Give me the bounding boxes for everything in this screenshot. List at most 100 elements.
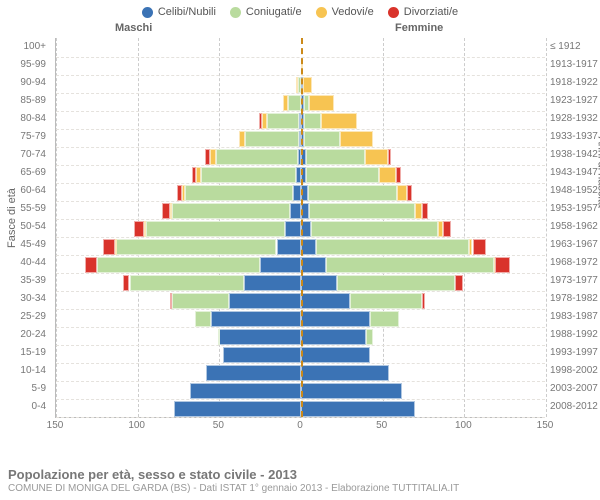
header-male: Maschi <box>115 22 152 34</box>
bar-segment-female <box>350 293 422 309</box>
age-label: 100+ <box>0 38 50 56</box>
bar-segment-female <box>326 257 494 273</box>
bar-segment-male <box>172 293 229 309</box>
legend: Celibi/Nubili Coniugati/e Vedovi/e Divorzia… <box>0 4 600 22</box>
bar-segment-male <box>245 131 299 147</box>
bar-segment-female <box>379 167 395 183</box>
bar-segment-male <box>223 347 301 363</box>
legend-swatch <box>316 7 327 18</box>
bar-segment-female <box>301 347 370 363</box>
bar-segment-male <box>146 221 285 237</box>
bar-segment-female <box>304 131 340 147</box>
bar-segment-male <box>182 185 185 201</box>
bar-segment-male <box>192 167 197 183</box>
birth-year-label: 2008-2012 <box>548 398 600 416</box>
legend-label: Divorziati/e <box>404 6 458 18</box>
bar-segment-female <box>306 149 365 165</box>
birth-year-label: 1973-1977 <box>548 272 600 290</box>
y-axis-birth-labels: ≤ 19121913-19171918-19221923-19271928-19… <box>548 38 600 416</box>
bar-segment-male <box>285 221 301 237</box>
bar-segment-female <box>396 167 401 183</box>
bar-segment-male <box>288 95 301 111</box>
age-label: 40-44 <box>0 254 50 272</box>
legend-item: Divorziati/e <box>388 6 458 18</box>
bar-segment-female <box>422 293 425 309</box>
bar-segment-male <box>103 239 114 255</box>
bar-segment-female <box>422 203 429 219</box>
birth-year-label: 2003-2007 <box>548 380 600 398</box>
y-axis-age-labels: 100+95-9990-9485-8980-8475-7970-7465-696… <box>0 38 50 416</box>
bar-segment-male <box>130 275 244 291</box>
bar-segment-female <box>309 203 415 219</box>
birth-year-label: 1993-1997 <box>548 344 600 362</box>
age-label: 35-39 <box>0 272 50 290</box>
age-label: 15-19 <box>0 344 50 362</box>
birth-year-label: 1968-1972 <box>548 254 600 272</box>
age-label: 20-24 <box>0 326 50 344</box>
bar-segment-male <box>296 77 298 93</box>
x-tick-label: 150 <box>47 420 64 431</box>
bar-segment-female <box>407 185 412 201</box>
birth-year-label: 1963-1967 <box>548 236 600 254</box>
chart-title: Popolazione per età, sesso e stato civil… <box>8 467 592 482</box>
bar-segment-male <box>259 113 262 129</box>
age-label: 50-54 <box>0 218 50 236</box>
chart-footer: Popolazione per età, sesso e stato civil… <box>8 467 592 494</box>
legend-label: Coniugati/e <box>246 6 302 18</box>
age-label: 0-4 <box>0 398 50 416</box>
bar-segment-female <box>365 149 388 165</box>
population-pyramid-chart: Celibi/Nubili Coniugati/e Vedovi/e Divorzia… <box>0 4 600 438</box>
bar-segment-female <box>388 149 391 165</box>
bar-segment-male <box>219 329 301 345</box>
bar-segment-male <box>134 221 144 237</box>
bar-segment-male <box>267 113 300 129</box>
birth-year-label: 1933-1937 <box>548 128 600 146</box>
birth-year-label: 1918-1922 <box>548 74 600 92</box>
bar-segment-female <box>301 401 415 417</box>
birth-year-label: 1983-1987 <box>548 308 600 326</box>
age-label: 25-29 <box>0 308 50 326</box>
legend-label: Vedovi/e <box>332 6 374 18</box>
bar-segment-female <box>311 221 438 237</box>
bar-segment-male <box>116 239 276 255</box>
bar-segment-female <box>309 95 334 111</box>
birth-year-label: 1948-1952 <box>548 182 600 200</box>
x-tick-label: 50 <box>213 420 224 431</box>
bar-segment-male <box>216 149 298 165</box>
bar-segment-female <box>397 185 407 201</box>
header-female: Femmine <box>395 22 443 34</box>
bar-segment-female <box>301 293 350 309</box>
bar-segment-female <box>455 275 463 291</box>
bar-segment-female <box>301 275 337 291</box>
bar-segment-male <box>293 185 301 201</box>
legend-label: Celibi/Nubili <box>158 6 216 18</box>
plot: Fasce di età Anni di nascita 100+95-9990… <box>0 38 600 438</box>
legend-item: Coniugati/e <box>230 6 302 18</box>
bar-segment-male <box>239 131 246 147</box>
bar-segment-male <box>144 221 146 237</box>
birth-year-label: 1928-1932 <box>548 110 600 128</box>
bar-segment-female <box>473 239 486 255</box>
age-label: 60-64 <box>0 182 50 200</box>
birth-year-label: 1998-2002 <box>548 362 600 380</box>
bar-segment-female <box>308 185 398 201</box>
bar-segment-female <box>301 311 370 327</box>
age-label: 95-99 <box>0 56 50 74</box>
bar-segment-female <box>301 383 402 399</box>
birth-year-label: 1923-1927 <box>548 92 600 110</box>
bar-segment-female <box>304 113 320 129</box>
bar-segment-female <box>366 329 373 345</box>
bar-segment-male <box>211 311 301 327</box>
bar-segment-male <box>218 329 220 345</box>
bar-segment-male <box>205 149 210 165</box>
bar-segment-male <box>283 95 288 111</box>
bar-segment-female <box>316 239 470 255</box>
chart-subtitle: COMUNE DI MONIGA DEL GARDA (BS) - Dati I… <box>8 483 592 494</box>
bar-segment-male <box>97 257 260 273</box>
age-label: 10-14 <box>0 362 50 380</box>
age-label: 45-49 <box>0 236 50 254</box>
bar-segment-male <box>170 203 172 219</box>
birth-year-label: 1953-1957 <box>548 200 600 218</box>
birth-year-label: ≤ 1912 <box>548 38 600 56</box>
bar-segment-female <box>301 257 326 273</box>
